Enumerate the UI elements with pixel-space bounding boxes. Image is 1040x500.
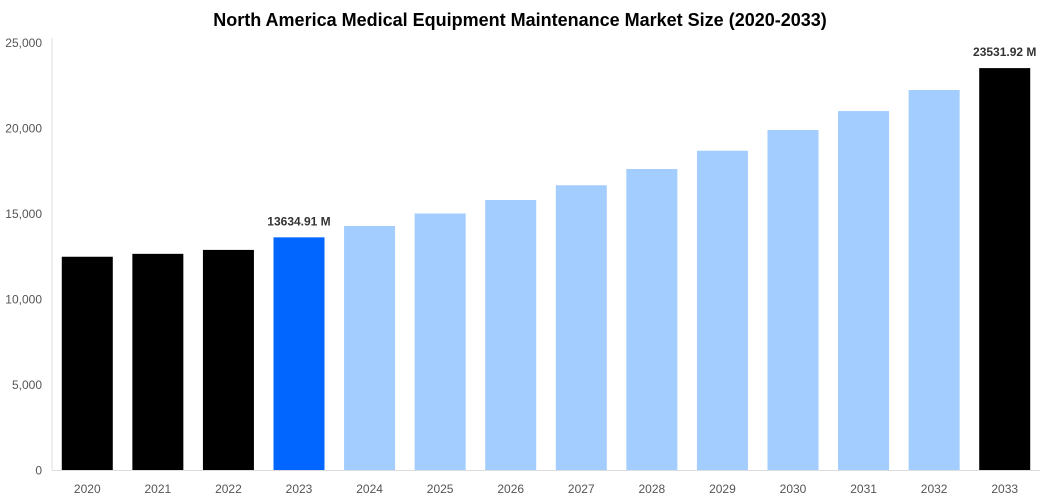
bar-2031 bbox=[838, 111, 890, 471]
x-tick-label: 2024 bbox=[356, 482, 383, 496]
y-tick-label: 15,000 bbox=[5, 207, 42, 221]
y-tick-label: 10,000 bbox=[5, 293, 42, 307]
y-tick-label: 25,000 bbox=[5, 36, 42, 50]
bar-2028 bbox=[626, 169, 678, 471]
y-tick-label: 20,000 bbox=[5, 122, 42, 136]
bar-2033 bbox=[979, 68, 1031, 471]
bar-2032 bbox=[908, 90, 960, 471]
bar-2021 bbox=[132, 253, 184, 471]
bar-2023 bbox=[273, 237, 325, 471]
x-tick-label: 2025 bbox=[427, 482, 454, 496]
y-tick-label: 5,000 bbox=[12, 378, 42, 392]
x-tick-label: 2020 bbox=[74, 482, 101, 496]
bar-2024 bbox=[344, 225, 396, 471]
data-label-2033: 23531.92 M bbox=[973, 45, 1036, 59]
bar-2026 bbox=[485, 199, 537, 471]
y-tick-label: 0 bbox=[35, 464, 42, 478]
x-tick-label: 2030 bbox=[780, 482, 807, 496]
x-tick-label: 2027 bbox=[568, 482, 595, 496]
data-label-2023: 13634.91 M bbox=[267, 214, 330, 228]
bar-2027 bbox=[555, 185, 607, 471]
x-axis: 2020 2021 2022 2023 2024 2025 2026 2027 2028 2029… bbox=[52, 470, 1040, 496]
x-tick-label: 2033 bbox=[991, 482, 1018, 496]
x-tick-label: 2022 bbox=[215, 482, 242, 496]
x-tick-label: 2028 bbox=[639, 482, 666, 496]
chart-title: North America Medical Equipment Maintena… bbox=[213, 10, 827, 30]
bar-2030 bbox=[767, 130, 819, 471]
x-tick-label: 2032 bbox=[921, 482, 948, 496]
x-tick-label: 2023 bbox=[286, 482, 313, 496]
bar-2020 bbox=[61, 256, 113, 471]
bar-2025 bbox=[414, 213, 466, 471]
bar-2022 bbox=[202, 249, 254, 471]
x-tick-label: 2029 bbox=[709, 482, 736, 496]
data-labels: 13634.91 M 23531.92 M bbox=[267, 45, 1036, 228]
y-axis: 0 5,000 10,000 15,000 20,000 25,000 bbox=[5, 36, 53, 478]
x-tick-label: 2026 bbox=[497, 482, 524, 496]
x-tick-label: 2021 bbox=[145, 482, 172, 496]
x-tick-label: 2031 bbox=[850, 482, 877, 496]
bar-2029 bbox=[696, 150, 748, 471]
bars bbox=[61, 68, 1031, 471]
